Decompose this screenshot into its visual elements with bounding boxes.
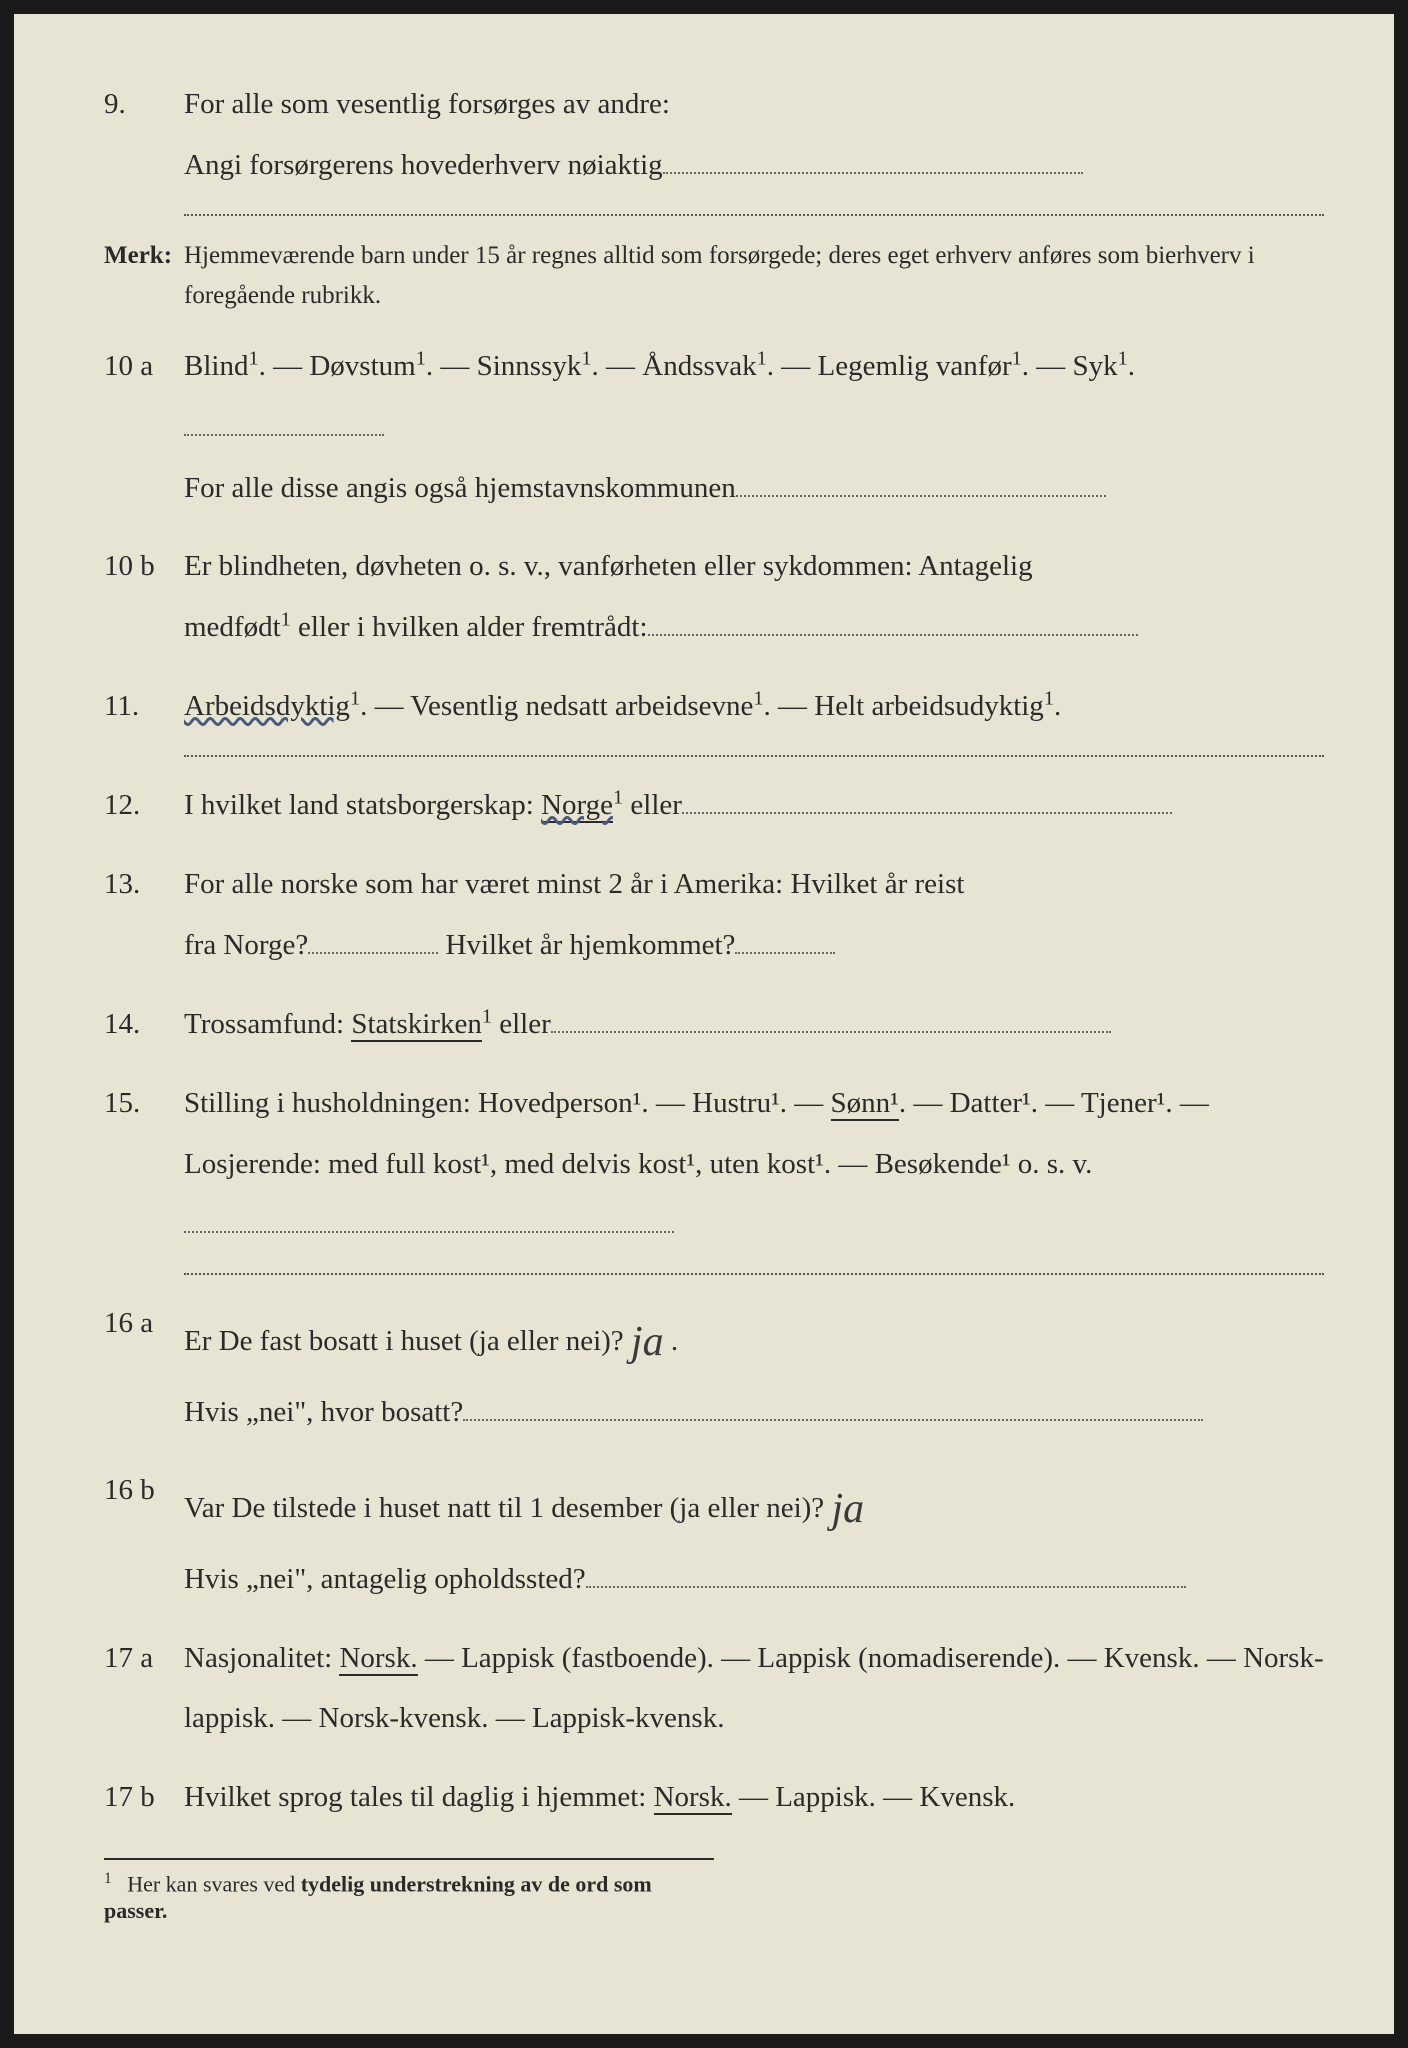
question-16b: 16 b Var De tilstede i huset natt til 1 …: [104, 1460, 1324, 1609]
underlined-norsk: Norsk.: [339, 1642, 417, 1676]
item-content: Arbeidsdyktig1. — Vesentlig nedsatt arbe…: [184, 676, 1324, 737]
item-number: 13.: [104, 854, 184, 976]
question-11: 11. Arbeidsdyktig1. — Vesentlig nedsatt …: [104, 676, 1324, 737]
census-form-page: 9. For alle som vesentlig forsørges av a…: [0, 0, 1408, 2048]
question-16a: 16 a Er De fast bosatt i huset (ja eller…: [104, 1293, 1324, 1442]
underlined-sonn: Sønn¹: [831, 1087, 899, 1121]
note-text: Hjemmeværende barn under 15 år regnes al…: [184, 236, 1324, 316]
underlined-arbeidsdyktig: Arbeidsdyktig: [184, 690, 350, 722]
question-10a: 10 a Blind1. — Døvstum1. — Sinnssyk1. — …: [104, 336, 1324, 519]
item-number: 9.: [104, 74, 184, 196]
underlined-statskirken: Statskirken: [351, 1008, 482, 1042]
item-number: 17 b: [104, 1767, 184, 1828]
item-number: 15.: [104, 1073, 184, 1256]
question-17a: 17 a Nasjonalitet: Norsk. — Lappisk (fas…: [104, 1628, 1324, 1750]
item-number: 16 b: [104, 1460, 184, 1609]
underlined-norsk: Norsk.: [654, 1781, 732, 1815]
footnote: 1 Her kan svares ved tydelig understrekn…: [104, 1858, 714, 1923]
q9-line2: Angi forsørgerens hovederhverv nøiaktig: [184, 149, 663, 181]
handwritten-ja: ja: [831, 1486, 864, 1532]
q10a-line2: For alle disse angis også hjemstavnskomm…: [184, 472, 736, 504]
divider: [184, 1273, 1324, 1275]
item-content: Er blindheten, døvheten o. s. v., vanfør…: [184, 536, 1324, 658]
item-number: 10 a: [104, 336, 184, 519]
item-content: Blind1. — Døvstum1. — Sinnssyk1. — Åndss…: [184, 336, 1324, 519]
question-15: 15. Stilling i husholdningen: Hovedperso…: [104, 1073, 1324, 1256]
item-number: 17 a: [104, 1628, 184, 1750]
question-12: 12. I hvilket land statsborgerskap: Norg…: [104, 775, 1324, 836]
fill-line: [663, 172, 1083, 174]
question-17b: 17 b Hvilket sprog tales til daglig i hj…: [104, 1767, 1324, 1828]
item-number: 10 b: [104, 536, 184, 658]
handwritten-ja: ja: [631, 1319, 664, 1365]
item-number: 12.: [104, 775, 184, 836]
question-9: 9. For alle som vesentlig forsørges av a…: [104, 74, 1324, 196]
note-label: Merk:: [104, 236, 184, 316]
question-10b: 10 b Er blindheten, døvheten o. s. v., v…: [104, 536, 1324, 658]
divider: [184, 755, 1324, 757]
q9-line1: For alle som vesentlig forsørges av andr…: [184, 88, 670, 120]
underlined-norge: Norge: [541, 789, 613, 823]
item-number: 14.: [104, 994, 184, 1055]
item-number: 11.: [104, 676, 184, 737]
item-content: For alle som vesentlig forsørges av andr…: [184, 74, 1324, 196]
question-13: 13. For alle norske som har været minst …: [104, 854, 1324, 976]
divider: [184, 214, 1324, 216]
question-14: 14. Trossamfund: Statskirken1 eller: [104, 994, 1324, 1055]
item-number: 16 a: [104, 1293, 184, 1442]
merk-note: Merk: Hjemmeværende barn under 15 år reg…: [104, 236, 1324, 316]
